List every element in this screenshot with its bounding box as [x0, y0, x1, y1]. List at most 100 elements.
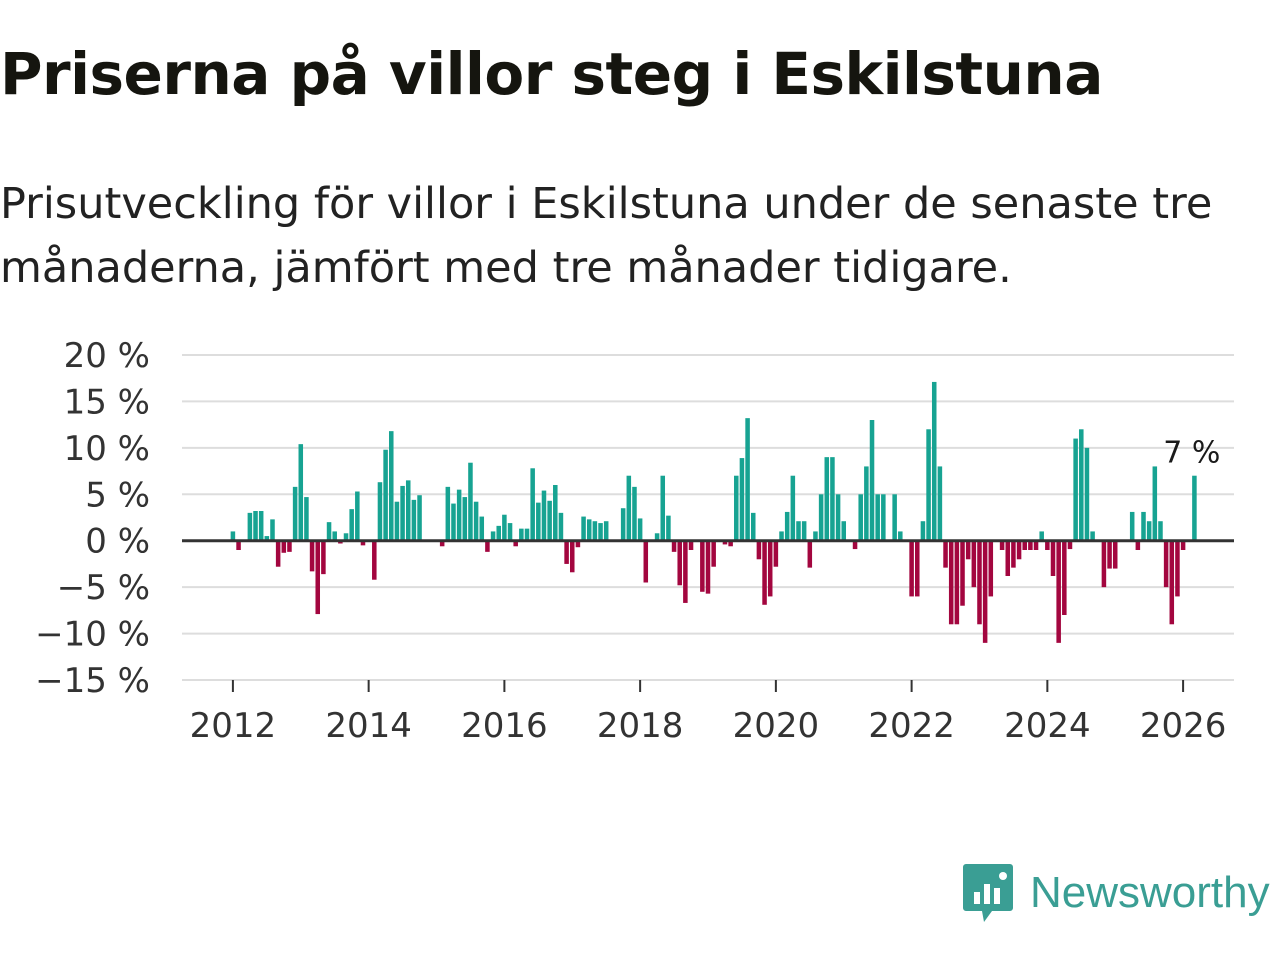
bar	[536, 502, 541, 541]
bar	[298, 444, 304, 541]
bar	[270, 519, 275, 541]
chart-title: Priserna på villor steg i Eskilstuna	[0, 40, 1103, 108]
bar	[292, 486, 298, 541]
bar	[507, 523, 513, 541]
bar-series	[230, 381, 1197, 643]
bar	[275, 540, 281, 567]
y-tick-label: 20 %	[64, 336, 150, 376]
bar	[372, 540, 377, 580]
x-tick-label: 2020	[733, 706, 820, 746]
bar	[909, 540, 914, 597]
bar	[360, 540, 366, 546]
bar	[1022, 540, 1027, 550]
axes: 20 % 15 % 10 % 5 % 0 % −5 % −10 % −15 % 2012 2014…	[35, 336, 1234, 746]
bar	[1005, 540, 1011, 576]
bar	[236, 540, 241, 550]
bar	[332, 531, 337, 541]
bar	[592, 521, 598, 541]
bar	[937, 466, 943, 541]
bar	[1050, 540, 1056, 576]
bar	[383, 449, 388, 541]
y-tick-label: 5 %	[85, 475, 150, 515]
bar	[926, 429, 931, 541]
bar	[564, 540, 569, 564]
bar-chart: 20 % 15 % 10 % 5 % 0 % −5 % −10 % −15 % 2012 2014…	[35, 336, 1234, 746]
x-tick-label: 2026	[1140, 706, 1227, 746]
bar	[971, 540, 977, 588]
y-tick-label: −5 %	[57, 568, 150, 608]
bar	[400, 485, 405, 541]
y-tick-label: −15 %	[35, 661, 150, 701]
bar	[1107, 540, 1112, 569]
bar	[626, 475, 632, 541]
bar	[247, 512, 253, 541]
bar	[620, 508, 626, 541]
bar	[287, 540, 292, 552]
bar	[1056, 540, 1061, 643]
bar	[852, 540, 858, 550]
bar	[258, 511, 264, 541]
bar	[1146, 521, 1152, 541]
bar	[773, 540, 779, 567]
bar	[796, 521, 801, 541]
bar	[943, 540, 948, 568]
bar	[304, 497, 309, 541]
bar	[1016, 540, 1022, 560]
bar	[485, 540, 490, 552]
bar	[767, 540, 773, 597]
bar	[586, 519, 592, 541]
bar	[1079, 429, 1084, 541]
bar	[762, 540, 767, 605]
bar	[1045, 540, 1050, 550]
bar	[343, 533, 349, 541]
bar	[660, 475, 666, 541]
bar	[1039, 531, 1044, 541]
bar	[1135, 540, 1141, 550]
bar	[1028, 540, 1033, 550]
bar	[468, 462, 473, 541]
bar	[830, 457, 835, 541]
bar	[869, 420, 875, 541]
bar	[801, 521, 807, 541]
bar	[954, 540, 960, 625]
bar	[683, 540, 688, 603]
bar	[462, 497, 468, 541]
bar	[818, 494, 824, 541]
bar	[643, 540, 649, 583]
bar	[841, 521, 847, 541]
x-tick-label: 2024	[1004, 706, 1091, 746]
last-value-label: 7 %	[1163, 436, 1220, 471]
bar	[1192, 475, 1197, 541]
bar	[1175, 540, 1180, 597]
bar	[1163, 540, 1169, 588]
bar	[700, 540, 705, 592]
newsworthy-logo: Newsworthy	[962, 862, 1270, 924]
bar	[315, 540, 321, 615]
bar	[394, 501, 400, 541]
bar	[988, 540, 994, 597]
bar	[632, 486, 637, 541]
x-tick-label: 2018	[597, 706, 684, 746]
bar	[377, 482, 383, 541]
bar	[705, 540, 711, 594]
bar	[496, 525, 501, 541]
bar	[688, 540, 694, 550]
bar	[734, 475, 739, 541]
bar	[1101, 540, 1107, 588]
bar	[637, 518, 643, 541]
bar	[1152, 466, 1158, 541]
bar	[569, 540, 575, 573]
bar	[389, 431, 394, 541]
bar	[473, 501, 479, 541]
bar	[745, 418, 750, 541]
bar	[915, 540, 920, 597]
bar	[779, 531, 784, 541]
bar	[321, 540, 326, 575]
bar	[524, 528, 530, 541]
chart-subtitle: Prisutveckling för villor i Eskilstuna u…	[0, 179, 1213, 293]
bar	[456, 489, 462, 541]
bar	[931, 381, 937, 541]
bar	[411, 499, 417, 541]
bar	[677, 540, 682, 586]
x-tick-label: 2016	[461, 706, 548, 746]
